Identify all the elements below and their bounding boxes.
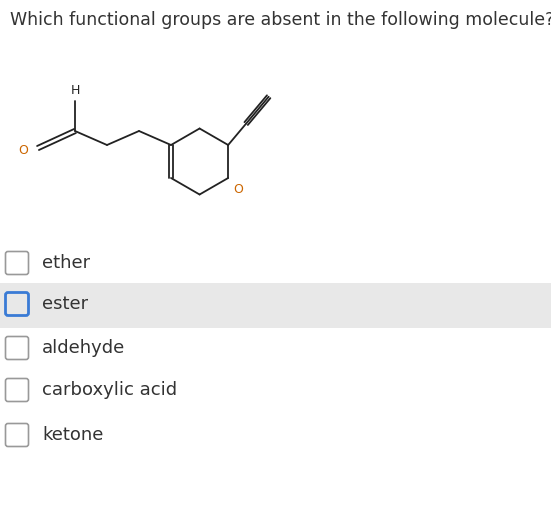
FancyBboxPatch shape [6,424,29,446]
FancyBboxPatch shape [6,379,29,401]
Text: aldehyde: aldehyde [42,339,125,357]
Text: ketone: ketone [42,426,104,444]
Text: H: H [71,84,80,97]
FancyBboxPatch shape [6,336,29,360]
Text: ether: ether [42,254,90,272]
FancyBboxPatch shape [6,293,29,315]
FancyBboxPatch shape [0,283,551,328]
Text: carboxylic acid: carboxylic acid [42,381,177,399]
Text: O: O [233,183,243,196]
Text: ester: ester [42,295,88,313]
Text: Which functional groups are absent in the following molecule?: Which functional groups are absent in th… [10,11,551,29]
FancyBboxPatch shape [6,251,29,275]
Text: O: O [18,143,28,156]
